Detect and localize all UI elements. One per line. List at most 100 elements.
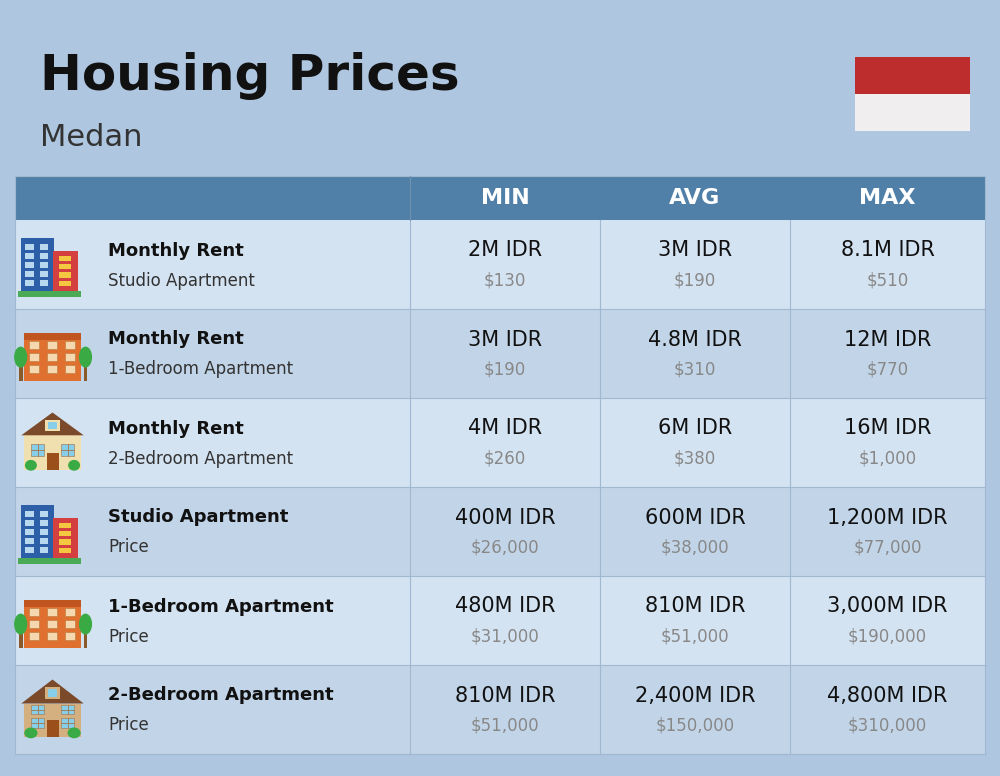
Text: Price: Price xyxy=(108,628,149,646)
Text: 1,200M IDR: 1,200M IDR xyxy=(827,508,948,528)
Bar xyxy=(59,539,71,545)
Text: 400M IDR: 400M IDR xyxy=(455,508,555,528)
Text: 810M IDR: 810M IDR xyxy=(455,685,555,705)
Bar xyxy=(15,487,985,576)
Ellipse shape xyxy=(14,614,27,635)
Text: 1-Bedroom Apartment: 1-Bedroom Apartment xyxy=(108,598,334,615)
Text: $31,000: $31,000 xyxy=(471,628,539,646)
Text: AVG: AVG xyxy=(669,188,721,208)
Bar xyxy=(29,341,39,348)
Bar xyxy=(26,547,34,553)
Polygon shape xyxy=(21,680,84,704)
Bar xyxy=(46,620,57,628)
Bar xyxy=(61,444,74,456)
Bar xyxy=(40,280,48,286)
Bar xyxy=(26,253,34,259)
Bar xyxy=(855,94,970,131)
Text: $190: $190 xyxy=(674,272,716,289)
Bar xyxy=(18,291,81,297)
Bar xyxy=(31,718,44,728)
Text: MAX: MAX xyxy=(859,188,916,208)
Bar xyxy=(15,176,985,220)
Text: $38,000: $38,000 xyxy=(661,539,729,556)
Bar xyxy=(24,704,81,737)
Bar xyxy=(40,253,48,259)
Text: 6M IDR: 6M IDR xyxy=(658,418,732,438)
Bar xyxy=(40,262,48,268)
Bar xyxy=(855,57,970,94)
Text: $150,000: $150,000 xyxy=(655,716,735,735)
Text: 2M IDR: 2M IDR xyxy=(468,241,542,261)
Text: 16M IDR: 16M IDR xyxy=(844,418,931,438)
Text: 4M IDR: 4M IDR xyxy=(468,418,542,438)
Bar xyxy=(45,420,60,431)
Bar xyxy=(26,271,34,277)
Bar xyxy=(64,341,75,348)
Text: 4,800M IDR: 4,800M IDR xyxy=(827,685,948,705)
Bar xyxy=(26,529,34,535)
Bar xyxy=(53,251,78,292)
Bar xyxy=(15,665,985,754)
Bar xyxy=(46,632,57,639)
Bar xyxy=(64,620,75,628)
Bar xyxy=(24,333,81,381)
Bar xyxy=(26,520,34,526)
Polygon shape xyxy=(21,413,84,435)
Bar xyxy=(24,600,81,648)
Bar xyxy=(21,505,54,559)
Bar xyxy=(46,353,57,361)
Text: $190: $190 xyxy=(484,361,526,379)
Bar xyxy=(26,511,34,517)
Text: 810M IDR: 810M IDR xyxy=(645,597,745,616)
Bar xyxy=(46,453,58,470)
Ellipse shape xyxy=(25,460,37,471)
Bar xyxy=(40,511,48,517)
Text: 480M IDR: 480M IDR xyxy=(455,597,555,616)
Bar xyxy=(59,548,71,553)
Text: $1,000: $1,000 xyxy=(858,449,917,467)
Bar xyxy=(40,271,48,277)
Bar xyxy=(19,630,22,648)
Bar xyxy=(31,444,44,456)
Text: 2,400M IDR: 2,400M IDR xyxy=(635,685,755,705)
Text: $310: $310 xyxy=(674,361,716,379)
Bar xyxy=(40,244,48,250)
Bar xyxy=(40,520,48,526)
Bar xyxy=(24,435,81,470)
Bar xyxy=(61,705,74,714)
Text: Monthly Rent: Monthly Rent xyxy=(108,420,244,438)
Text: $130: $130 xyxy=(484,272,526,289)
Bar xyxy=(26,538,34,544)
Bar xyxy=(40,529,48,535)
Bar xyxy=(21,238,54,292)
Text: Monthly Rent: Monthly Rent xyxy=(108,331,244,348)
Bar xyxy=(84,630,87,648)
Text: Monthly Rent: Monthly Rent xyxy=(108,241,244,259)
Ellipse shape xyxy=(68,460,80,471)
Bar xyxy=(29,353,39,361)
Bar xyxy=(29,632,39,639)
Text: $190,000: $190,000 xyxy=(848,628,927,646)
Ellipse shape xyxy=(79,347,92,368)
Bar xyxy=(15,398,985,487)
Bar xyxy=(59,522,71,528)
Text: MIN: MIN xyxy=(481,188,529,208)
Bar xyxy=(46,341,57,348)
Bar xyxy=(26,280,34,286)
Bar xyxy=(29,365,39,372)
Bar xyxy=(59,255,71,261)
Text: 1-Bedroom Apartment: 1-Bedroom Apartment xyxy=(108,361,293,379)
Bar xyxy=(61,718,74,728)
Bar xyxy=(15,576,985,665)
Bar xyxy=(64,632,75,639)
Bar xyxy=(46,365,57,372)
Bar xyxy=(48,422,57,429)
Text: 2-Bedroom Apartment: 2-Bedroom Apartment xyxy=(108,687,334,705)
Bar xyxy=(59,272,71,278)
Bar xyxy=(53,518,78,559)
Text: $380: $380 xyxy=(674,449,716,467)
Ellipse shape xyxy=(79,614,92,635)
Text: Price: Price xyxy=(108,716,149,735)
Text: Studio Apartment: Studio Apartment xyxy=(108,508,288,526)
Bar xyxy=(46,608,57,615)
